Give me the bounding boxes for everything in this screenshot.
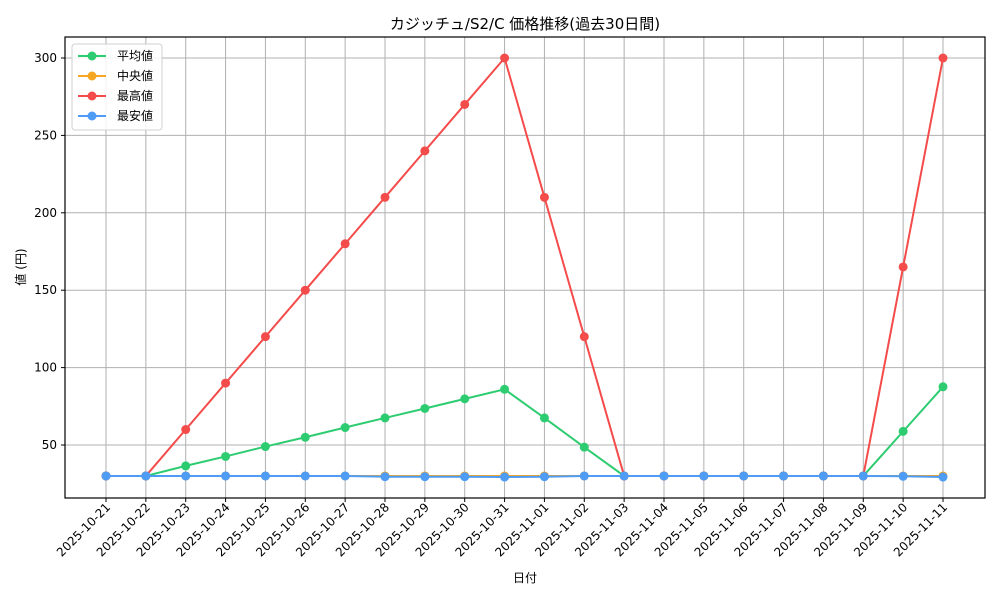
legend-item: 最高値 (78, 88, 153, 103)
y-tick-label: 250 (34, 128, 57, 142)
plot-frame (64, 36, 986, 499)
legend-marker-icon (87, 91, 97, 101)
legend-label: 最安値 (117, 108, 153, 123)
data-point (300, 432, 310, 442)
data-point (181, 471, 191, 481)
data-point (619, 471, 629, 481)
data-point (380, 472, 390, 482)
data-point (938, 472, 948, 482)
series-line (101, 382, 948, 481)
data-point (460, 99, 470, 109)
y-tick-label: 300 (34, 51, 57, 65)
data-point (181, 425, 191, 435)
data-point (141, 471, 151, 481)
x-axis: 2025-10-212025-10-222025-10-232025-10-24… (54, 498, 950, 559)
data-point (539, 472, 549, 482)
data-point (221, 471, 231, 481)
data-point (500, 472, 510, 482)
data-point (579, 332, 589, 342)
y-axis-label: 値 (円) (13, 248, 28, 285)
legend-box (71, 43, 163, 131)
data-series (101, 53, 948, 482)
data-point (739, 471, 749, 481)
data-point (539, 413, 549, 423)
data-point (380, 192, 390, 202)
data-point (420, 146, 430, 156)
data-point (181, 461, 191, 471)
y-tick-label: 50 (42, 438, 57, 452)
legend-item: 最安値 (78, 108, 153, 123)
data-point (898, 426, 908, 436)
y-tick-label: 200 (34, 206, 57, 220)
legend-marker-icon (87, 51, 97, 61)
data-point (300, 471, 310, 481)
data-point (699, 471, 709, 481)
series-line (101, 53, 948, 481)
data-point (221, 378, 231, 388)
data-point (898, 471, 908, 481)
data-point (460, 394, 470, 404)
chart-title: カジッチュ/S2/C 価格推移(過去30日間) (390, 15, 660, 33)
data-point (340, 471, 350, 481)
data-point (938, 53, 948, 63)
data-point (938, 382, 948, 392)
data-point (340, 239, 350, 249)
data-point (539, 192, 549, 202)
grid-lines (65, 37, 985, 498)
legend-label: 平均値 (117, 48, 153, 63)
y-axis: 50 100 150 200 250 300 (34, 51, 65, 452)
data-point (380, 413, 390, 423)
x-axis-label: 日付 (513, 571, 537, 585)
data-point (500, 384, 510, 394)
data-point (260, 332, 270, 342)
data-point (420, 403, 430, 413)
data-point (221, 451, 231, 461)
data-point (779, 471, 789, 481)
data-point (420, 472, 430, 482)
data-point (858, 471, 868, 481)
legend-label: 中央値 (117, 68, 153, 83)
data-point (898, 262, 908, 272)
legend-item: 中央値 (78, 68, 153, 83)
data-point (500, 53, 510, 63)
legend-marker-icon (87, 71, 97, 81)
data-point (579, 471, 589, 481)
data-point (101, 471, 111, 481)
legend-label: 最高値 (117, 88, 153, 103)
data-point (300, 285, 310, 295)
y-tick-label: 100 (34, 361, 57, 375)
legend-marker-icon (87, 111, 97, 121)
data-point (460, 472, 470, 482)
data-point (579, 442, 589, 452)
data-point (340, 423, 350, 433)
data-point (260, 442, 270, 452)
series-line (101, 471, 948, 482)
data-point (659, 471, 669, 481)
data-point (260, 471, 270, 481)
legend-item: 平均値 (78, 48, 153, 63)
y-tick-label: 150 (34, 283, 57, 297)
data-point (818, 471, 828, 481)
